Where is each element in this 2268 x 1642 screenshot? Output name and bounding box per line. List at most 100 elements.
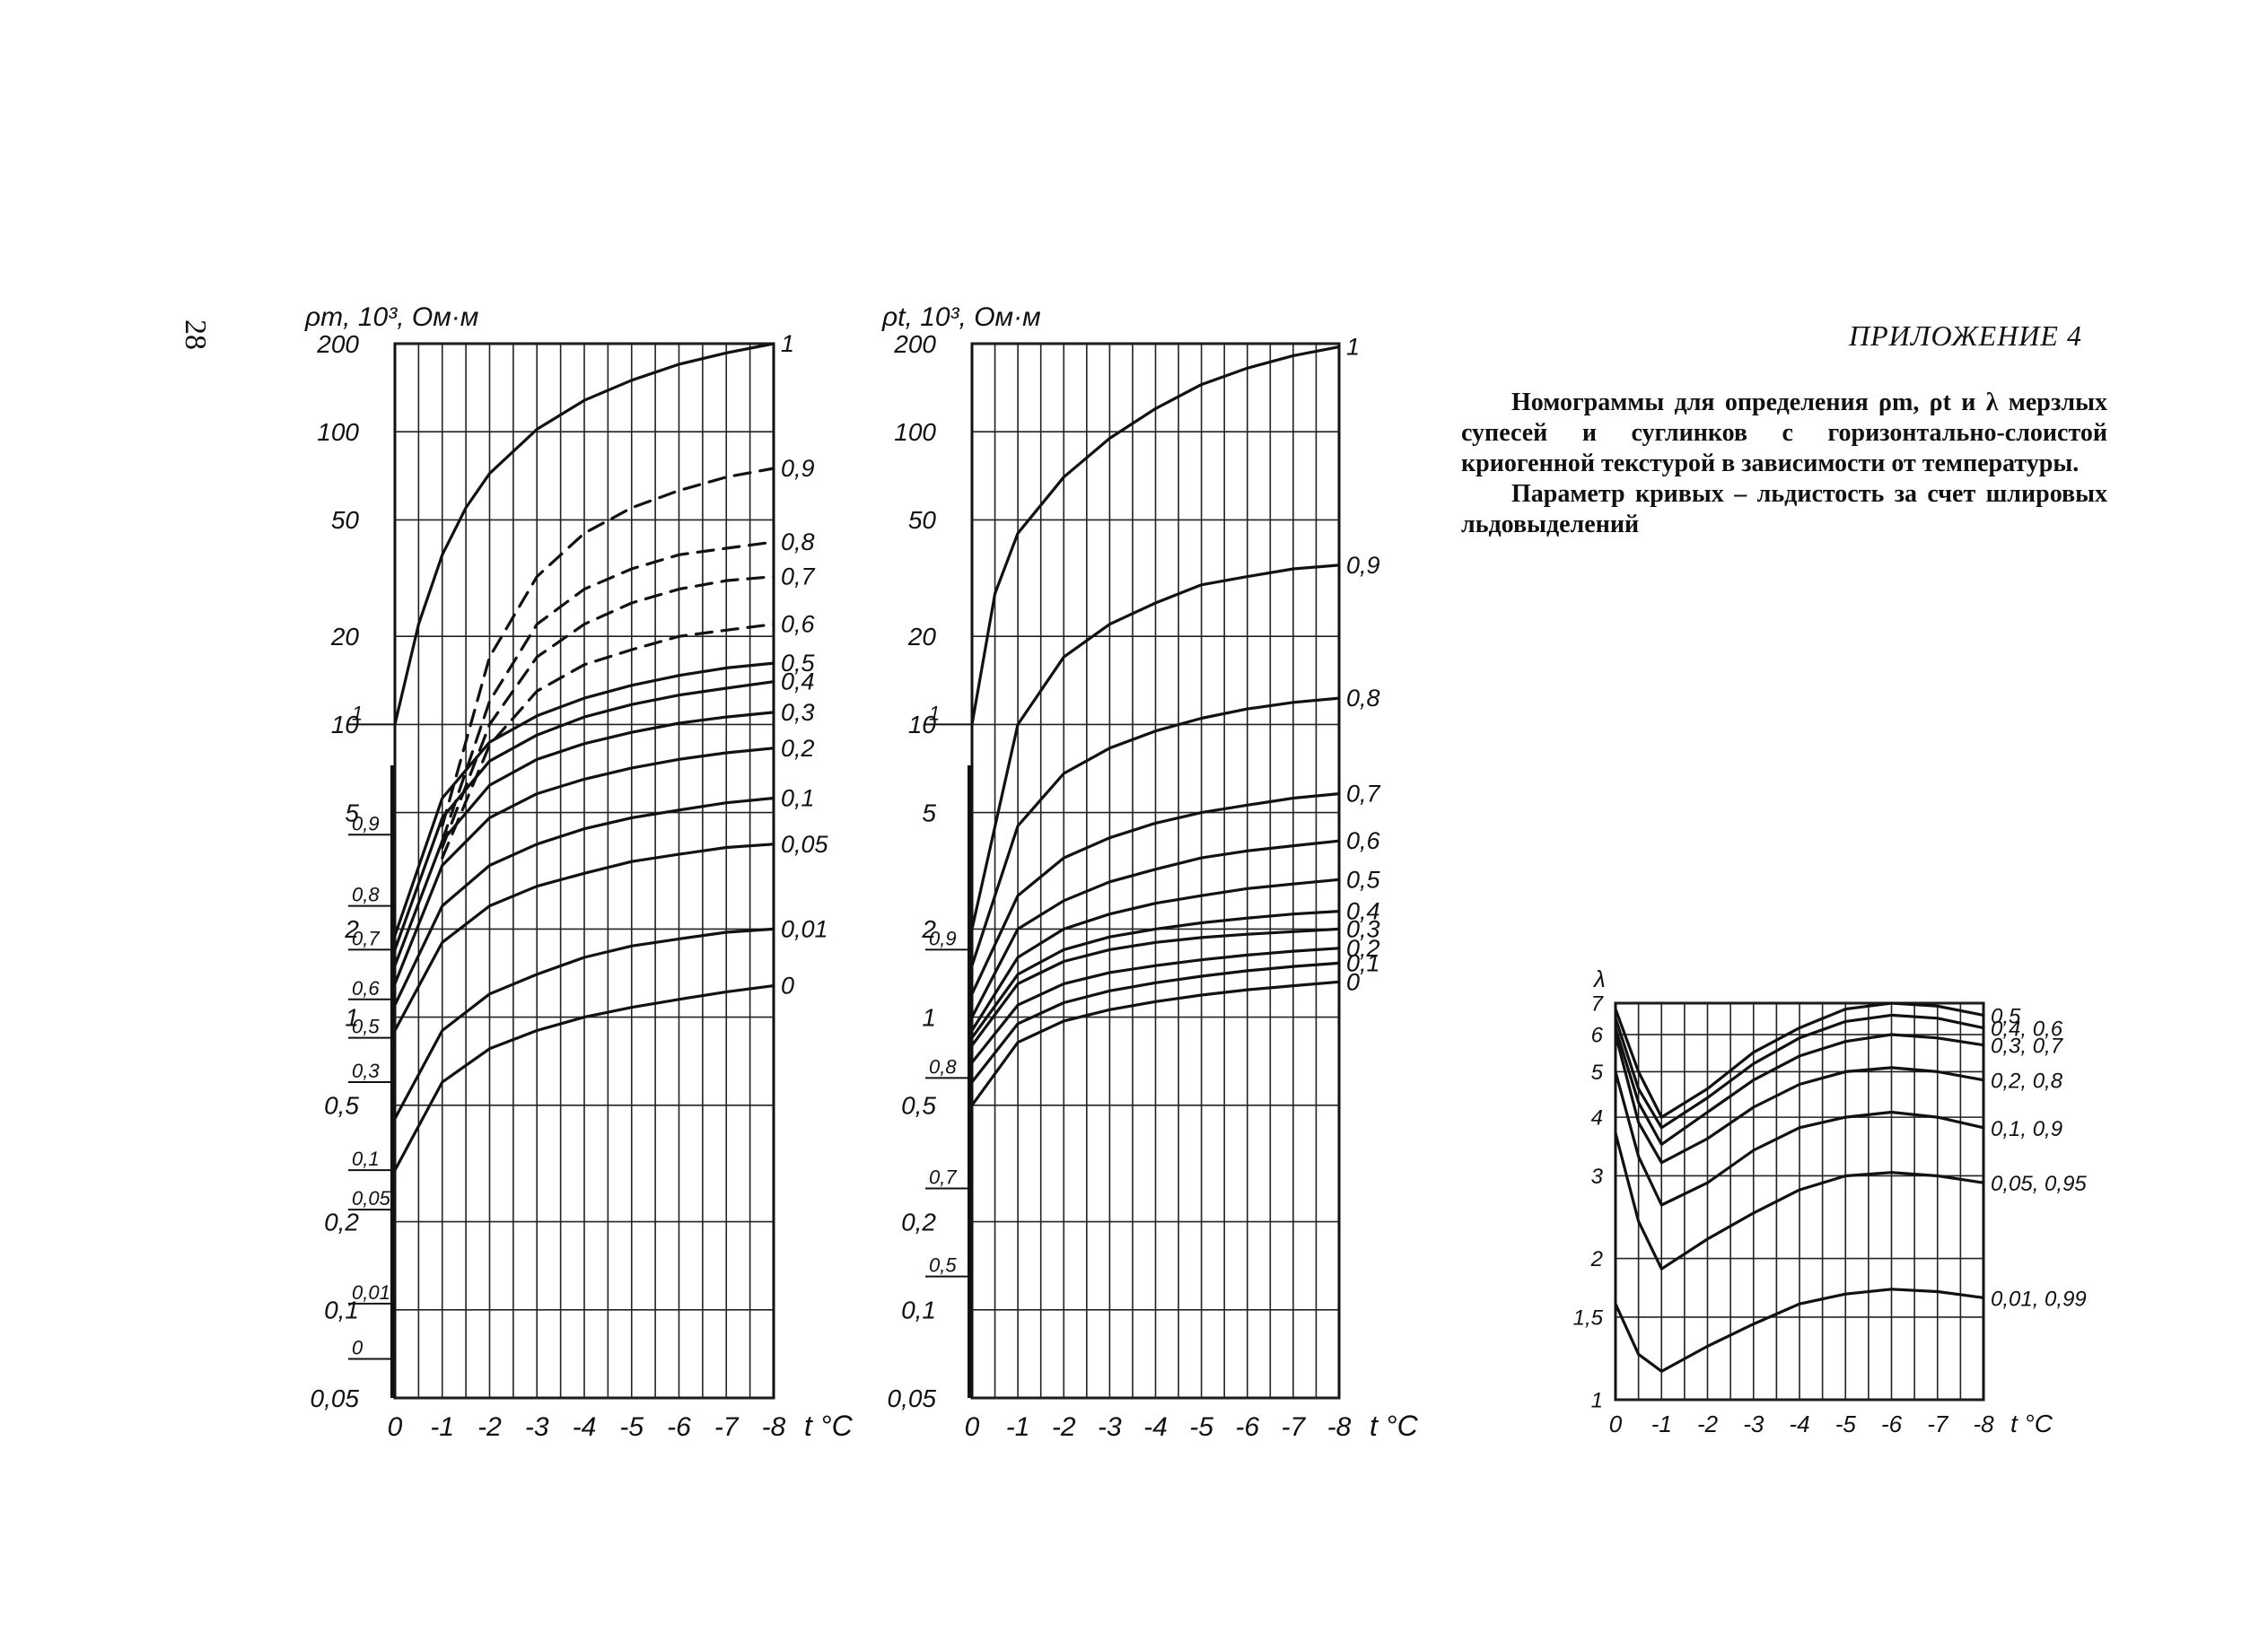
x-tick-label: 0 bbox=[965, 1412, 980, 1442]
scale-label: 0,8 bbox=[352, 884, 380, 906]
x-tick-label: -8 bbox=[1973, 1411, 1994, 1437]
series-label: 0,6 bbox=[781, 611, 816, 638]
y-tick-label: 50 bbox=[331, 506, 360, 534]
y-tick-label: 100 bbox=[317, 418, 359, 446]
y-tick-label: 0,1 bbox=[901, 1297, 936, 1324]
caption-paragraph-2: Параметр кривых – льдистость за счет шли… bbox=[1461, 480, 2107, 538]
y-tick-label: 2 bbox=[344, 915, 359, 943]
scale-label: 0,1 bbox=[352, 1148, 380, 1170]
series-line bbox=[970, 910, 1341, 1040]
series-line bbox=[970, 878, 1341, 1033]
series-line bbox=[1614, 1288, 1985, 1373]
series-line bbox=[393, 711, 775, 967]
series-label: 0,01, 0,99 bbox=[1991, 1287, 2087, 1311]
y-tick-label: 4 bbox=[1591, 1106, 1603, 1131]
series-label: 0,7 bbox=[1346, 781, 1381, 808]
y-tick-label: 0,2 bbox=[901, 1208, 936, 1236]
x-tick-label: -5 bbox=[619, 1412, 644, 1442]
series-line bbox=[970, 792, 1341, 996]
x-tick-label: 0 bbox=[388, 1412, 403, 1442]
series-label: 0,2 bbox=[1346, 935, 1380, 962]
scale-label: 0,9 bbox=[929, 927, 957, 949]
x-tick-label: -2 bbox=[1697, 1411, 1719, 1437]
x-axis-label: t °C bbox=[804, 1410, 854, 1442]
series-line bbox=[970, 947, 1341, 1064]
scale-label: 0,7 bbox=[352, 927, 380, 949]
scale-label: 0 bbox=[352, 1336, 363, 1358]
y-tick-label: 7 bbox=[1591, 991, 1605, 1016]
series-line bbox=[970, 563, 1341, 930]
x-tick-label: -3 bbox=[1098, 1412, 1122, 1442]
x-tick-label: -6 bbox=[667, 1412, 691, 1442]
series-label: 0,9 bbox=[1346, 552, 1380, 579]
series-label: 0,05, 0,95 bbox=[1991, 1172, 2087, 1196]
chart-3: 7 6 5 4 3 2 1,5 10 -1 -2 -3 -4 -5 -6 -7 -8 t °C λ 0,50,4, … bbox=[1573, 965, 2088, 1437]
y-tick-label: 1,5 bbox=[1573, 1306, 1604, 1330]
x-tick-label: -4 bbox=[1789, 1411, 1809, 1437]
y-tick-label: 0,5 bbox=[324, 1092, 359, 1120]
scale-label: 1 bbox=[929, 702, 940, 724]
x-tick-label: -1 bbox=[1651, 1411, 1672, 1437]
series-label: 0,1, 0,9 bbox=[1991, 1117, 2062, 1141]
series-label: 0,1 bbox=[781, 785, 815, 812]
x-tick-label: -7 bbox=[1282, 1412, 1307, 1442]
series-line bbox=[1614, 1033, 1985, 1165]
x-tick-label: -4 bbox=[1143, 1412, 1168, 1442]
series-line bbox=[441, 540, 775, 843]
y-tick-label: 0,5 bbox=[901, 1092, 936, 1120]
x-tick-label: -3 bbox=[1743, 1411, 1764, 1437]
x-tick-label: 0 bbox=[1609, 1411, 1623, 1437]
x-axis-label: t °C bbox=[1370, 1410, 1419, 1442]
series-label: 0,4 bbox=[781, 668, 815, 695]
series-line bbox=[970, 345, 1341, 726]
x-tick-label: -1 bbox=[1006, 1412, 1030, 1442]
series-label: 0,2 bbox=[781, 735, 815, 762]
series-line bbox=[970, 696, 1341, 967]
series-label: 0,6 bbox=[1346, 827, 1381, 854]
series-label: 0 bbox=[781, 973, 794, 1000]
series-line bbox=[441, 623, 775, 860]
y-tick-label: 3 bbox=[1591, 1165, 1604, 1189]
series-label: 0 bbox=[1346, 968, 1360, 995]
scale-label: 0,7 bbox=[929, 1166, 957, 1188]
series-line bbox=[1614, 1131, 1985, 1271]
x-tick-label: -4 bbox=[573, 1412, 597, 1442]
series-line bbox=[393, 680, 775, 951]
series-label: 0,2, 0,8 bbox=[1991, 1070, 2063, 1094]
scale-label: 0,3 bbox=[352, 1060, 380, 1082]
series-label: 0,9 bbox=[781, 455, 815, 482]
caption-paragraph-1: Номограммы для определения ρm, ρt и λ ме… bbox=[1461, 389, 2107, 477]
series-line bbox=[1614, 1026, 1985, 1146]
x-tick-label: -5 bbox=[1189, 1412, 1213, 1442]
series-label: 0,05 bbox=[781, 831, 829, 858]
x-tick-label: -8 bbox=[762, 1412, 786, 1442]
series-label: 0,3, 0,7 bbox=[1991, 1035, 2064, 1059]
y-tick-label: 0,2 bbox=[324, 1208, 359, 1236]
y-tick-label: 2 bbox=[1590, 1247, 1603, 1271]
series-line bbox=[441, 467, 775, 828]
series-label: 0,8 bbox=[1346, 685, 1380, 712]
scale-label: 0,5 bbox=[352, 1016, 380, 1038]
series-line bbox=[1614, 1013, 1985, 1130]
series-line bbox=[441, 575, 775, 850]
series-line bbox=[393, 747, 775, 985]
series-label: 0,5 bbox=[1346, 866, 1381, 893]
y-tick-label: 1 bbox=[922, 1003, 936, 1031]
x-tick-label: -6 bbox=[1881, 1411, 1903, 1437]
y-tick-label: 1 bbox=[345, 1003, 359, 1031]
scale-label: 0,05 bbox=[352, 1187, 391, 1210]
y-tick-label: 50 bbox=[908, 506, 937, 534]
x-tick-label: -2 bbox=[1052, 1412, 1076, 1442]
x-tick-label: -7 bbox=[1927, 1411, 1949, 1437]
x-axis-label: t °C bbox=[2010, 1410, 2053, 1437]
y-tick-label: 200 bbox=[316, 330, 359, 358]
series-line bbox=[393, 342, 775, 726]
y-tick-label: 20 bbox=[330, 623, 360, 651]
series-line bbox=[970, 839, 1341, 1019]
series-label: 1 bbox=[1346, 334, 1360, 361]
y-axis-label: ρm, 10³, Ом·м bbox=[304, 302, 478, 332]
series-line bbox=[970, 927, 1341, 1047]
